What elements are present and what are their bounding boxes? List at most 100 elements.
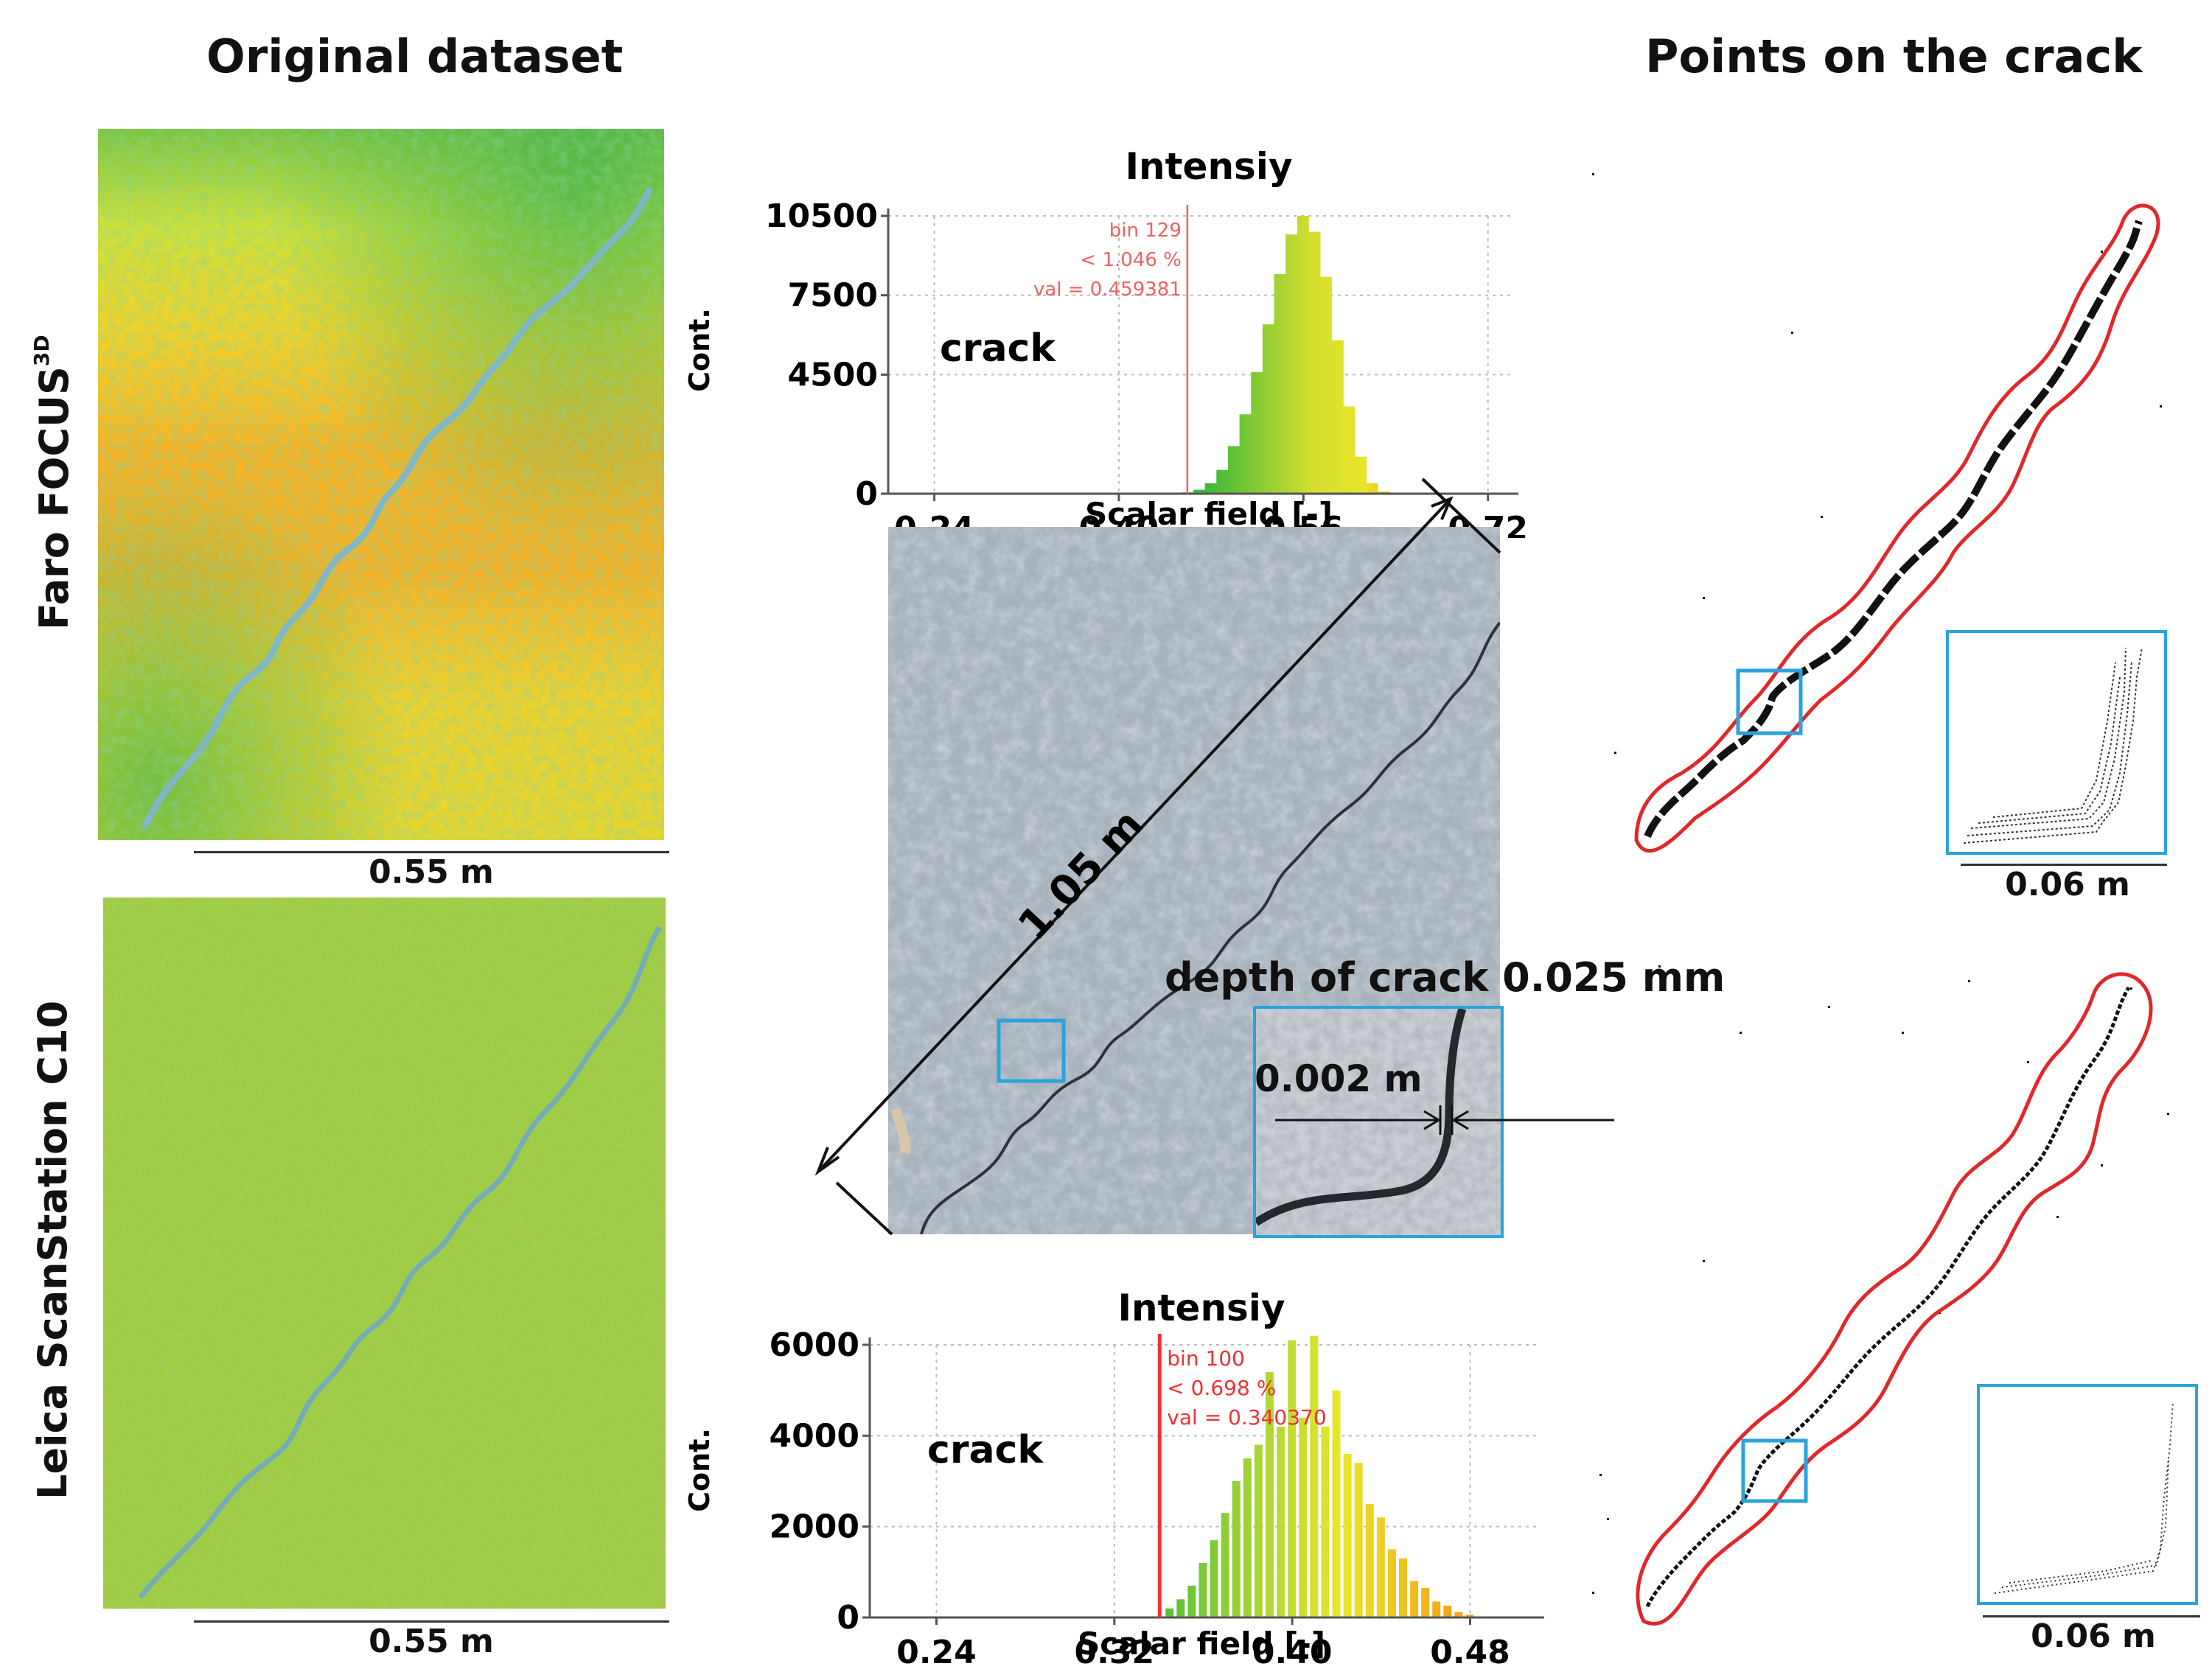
leica-histogram-bar (1454, 1612, 1463, 1617)
leica-histogram-bar (1343, 1454, 1352, 1617)
leica-histogram-bar (1421, 1587, 1430, 1617)
leica-histogram-bar (1410, 1581, 1419, 1617)
leica-threshold-text-line: < 0.698 % (1167, 1376, 1276, 1400)
faro-histogram-bar (1227, 446, 1240, 494)
faro-histogram-y-ticks: 10500 7500 4500 0 (765, 197, 888, 513)
leica-histogram-bar (1221, 1513, 1229, 1617)
row-label-leica: Leica ScanStation C10 (29, 1000, 76, 1500)
leica-crack-points-trace (1645, 986, 2131, 1608)
faro-histogram-bar (1285, 234, 1298, 494)
leica-histogram-bar (1243, 1458, 1252, 1617)
photo-highlight-box (997, 1018, 1066, 1083)
leica-x-tick-label: 0.32 (1075, 1634, 1155, 1669)
leica-histogram-title: Intensiy (1117, 1287, 1285, 1329)
length-tick-start (835, 1181, 893, 1236)
faro-threshold-text-line: < 1.046 % (1080, 249, 1181, 271)
leica-y-tick-label: 2000 (770, 1508, 859, 1546)
leica-x-tick-label: 0.40 (1252, 1634, 1333, 1669)
faro-points-highlight-box (1736, 668, 1803, 735)
leica-scalebar-label: 0.55 m (369, 1623, 494, 1660)
leica-threshold-text-line: val = 0.340370 (1167, 1405, 1326, 1430)
leica-histogram-threshold-text: bin 100 < 0.698 % val = 0.340370 (1167, 1346, 1326, 1430)
faro-histogram-bar (1251, 371, 1263, 494)
leica-threshold-text-line: bin 100 (1167, 1346, 1245, 1371)
faro-y-tick-label: 10500 (765, 197, 878, 235)
faro-histogram-xlabel: Scalar field [-] (1085, 496, 1333, 532)
faro-histogram-bar (1355, 456, 1367, 494)
leica-histogram-bar (1354, 1463, 1363, 1617)
leica-histogram-bar (1432, 1601, 1441, 1617)
faro-histogram-bar (1343, 406, 1356, 494)
leica-histogram-bar (1321, 1427, 1330, 1617)
faro-histogram-bar (1331, 340, 1344, 494)
leica-points-highlight-box (1741, 1438, 1808, 1503)
row-label-faro-sup: 3D (29, 335, 54, 367)
leica-histogram-bar (1376, 1517, 1385, 1617)
length-arrow-start (814, 1147, 840, 1176)
leica-histogram-y-ticks: 6000 4000 2000 0 (770, 1326, 870, 1637)
leica-histogram-bar (1232, 1481, 1241, 1617)
leica-histogram-bar (1165, 1608, 1174, 1617)
faro-histogram-bar (1239, 414, 1252, 494)
leica-histogram-ylabel: Cont. (683, 1428, 716, 1512)
leica-points-scalebar-line (1983, 1615, 2200, 1617)
leica-histogram-crack-label: crack (927, 1428, 1044, 1472)
leica-histogram-bar (1187, 1585, 1196, 1617)
faro-histogram-bar (1193, 489, 1205, 494)
length-tick-end (1421, 478, 1501, 554)
leica-histogram-bar (1387, 1549, 1396, 1617)
leica-crack-outline (1636, 972, 2153, 1626)
faro-scalebar-line (194, 851, 669, 853)
leica-histogram-bar (1299, 1417, 1308, 1617)
leica-histogram-bar (1332, 1390, 1341, 1617)
faro-threshold-text-line: val = 0.459381 (1033, 279, 1182, 301)
faro-points-zoom-inset (1946, 630, 2167, 855)
crack-zoom-inset (1253, 1006, 1504, 1238)
leica-histogram-bar (1254, 1444, 1263, 1617)
leica-histogram-xlabel: Scalar field [-] (1078, 1626, 1325, 1662)
faro-histogram-bar (1297, 216, 1309, 494)
depth-of-crack-label: depth of crack 0.025 mm (1165, 954, 1726, 1001)
length-arrow-end (1431, 496, 1454, 520)
faro-histogram-ylabel: Cont. (683, 308, 716, 392)
leica-x-tick-label: 0.24 (896, 1634, 977, 1669)
faro-histogram-threshold-text: bin 129 < 1.046 % val = 0.459381 (1033, 220, 1182, 301)
faro-histogram-bar (1204, 483, 1217, 494)
faro-histogram-bar (1262, 324, 1274, 494)
leica-scalebar-line (194, 1620, 669, 1623)
leica-y-tick-label: 6000 (770, 1326, 859, 1364)
leica-histogram-bar (1288, 1340, 1297, 1617)
leica-x-tick-label: 0.48 (1430, 1634, 1510, 1669)
row-label-faro-text: Faro FOCUS (31, 366, 77, 630)
leica-crack-points (1592, 965, 2169, 1626)
faro-crack-points (1592, 173, 2162, 853)
left-column-title: Original dataset (206, 29, 624, 83)
leica-histogram-x-ticks: 0.24 0.32 0.40 0.48 (896, 1617, 1510, 1669)
faro-y-tick-label: 0 (855, 475, 878, 513)
crack-photo-panel: 1.05 m depth of crack 0.025 mm 0.002 m (803, 475, 1762, 1256)
faro-scan-image (98, 129, 664, 840)
faro-histogram-bars (1182, 216, 1390, 494)
leica-histogram-bar (1399, 1558, 1407, 1617)
faro-scalebar-label: 0.55 m (369, 853, 494, 891)
leica-histogram-bar (1443, 1605, 1452, 1617)
faro-y-tick-label: 7500 (788, 277, 878, 315)
leica-points-scalebar-label: 0.06 m (2031, 1617, 2156, 1655)
faro-y-tick-label: 4500 (788, 356, 878, 393)
leica-histogram-bar (1210, 1540, 1218, 1617)
crack-width-label: 0.002 m (1255, 1057, 1423, 1100)
leica-points-zoom-inset (1977, 1384, 2198, 1605)
leica-histogram-bars (1165, 1335, 1474, 1617)
leica-histogram-bar (1176, 1599, 1185, 1617)
leica-histogram-bar (1266, 1372, 1274, 1617)
faro-histogram-bar (1308, 231, 1321, 494)
leica-histogram-bar (1465, 1615, 1474, 1617)
leica-histogram-bar (1277, 1427, 1285, 1617)
leica-intensity-histogram: 0.24 0.32 0.40 0.48 6000 4000 2000 0 bin 100 < … (683, 1287, 1544, 1669)
faro-points-scalebar-label: 0.06 m (2005, 866, 2130, 903)
faro-points-scalebar-line (1961, 864, 2167, 866)
row-label-faro: Faro FOCUS3D (29, 335, 77, 630)
faro-histogram-title: Intensiy (1125, 145, 1292, 188)
faro-histogram-bar (1366, 483, 1378, 494)
